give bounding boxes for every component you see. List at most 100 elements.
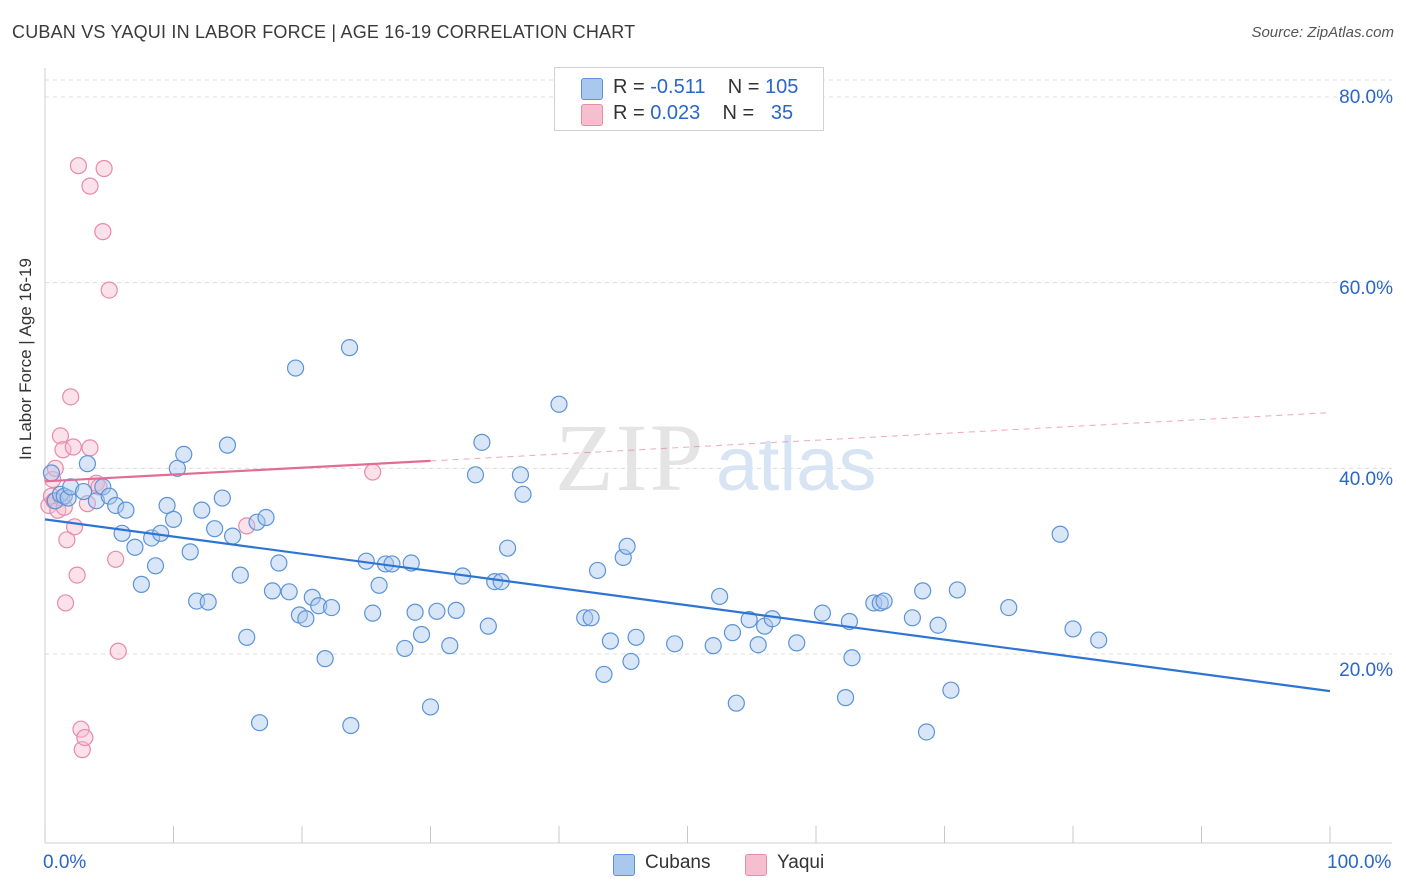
legend-text-yaqui: R = 0.023 N = 35 — [613, 102, 794, 124]
y-tick-20: 20.0% — [1339, 660, 1393, 681]
cuban-point — [595, 665, 613, 684]
yaqui-point — [109, 642, 127, 660]
cuban-point — [917, 723, 936, 741]
yaqui-point — [58, 531, 76, 549]
cuban-point — [78, 455, 97, 473]
yaqui-point — [95, 159, 113, 178]
yaqui-point — [68, 566, 86, 584]
y-tick-60: 60.0% — [1339, 278, 1393, 299]
cuban-point — [588, 561, 607, 580]
cuban-point — [514, 485, 532, 503]
chart-title: CUBAN VS YAQUI IN LABOR FORCE | AGE 16-1… — [12, 22, 636, 42]
cubans-legend-swatch — [613, 854, 635, 876]
correlation-legend: R = -0.511 N = 105 R = 0.023 N = 35 — [554, 67, 824, 131]
cuban-point — [576, 609, 594, 627]
cuban-point — [132, 575, 150, 593]
cuban-point — [146, 557, 165, 575]
cuban-point — [1051, 525, 1069, 543]
y-tick-80: 80.0% — [1339, 87, 1393, 108]
cuban-point — [942, 681, 960, 699]
cuban-point — [666, 635, 684, 653]
cuban-point — [342, 716, 360, 735]
cuban-point — [340, 339, 359, 357]
x-tick-min: 0.0% — [43, 852, 87, 873]
cuban-point — [704, 637, 722, 655]
cuban-point — [618, 537, 636, 555]
cuban-point — [948, 581, 966, 599]
cubans-legend-label: Cubans — [645, 852, 711, 873]
cuban-point — [87, 492, 106, 510]
yaqui-point — [56, 594, 75, 612]
cuban-point — [250, 714, 269, 732]
yaqui-point — [364, 463, 382, 481]
cuban-point — [364, 604, 382, 622]
cuban-point — [213, 489, 231, 507]
cuban-point — [1064, 620, 1082, 638]
yaqui-point — [51, 427, 70, 445]
cubans-swatch — [581, 78, 603, 100]
cuban-point — [158, 496, 176, 515]
cuban-point — [479, 617, 497, 635]
yaqui-swatch — [581, 104, 603, 126]
cuban-point — [280, 583, 298, 601]
cuban-point — [473, 433, 491, 451]
cuban-point — [117, 501, 135, 519]
cuban-point — [286, 359, 305, 377]
cuban-point — [550, 395, 568, 413]
cuban-point — [59, 489, 77, 507]
cuban-point — [175, 445, 193, 464]
source-label: Source: ZipAtlas.com — [1251, 24, 1394, 41]
cuban-point — [322, 598, 341, 617]
cuban-point — [813, 604, 832, 622]
cubans-trend-line — [44, 518, 1331, 693]
cuban-point — [836, 689, 855, 707]
cuban-point — [914, 582, 932, 600]
yaqui-point — [107, 550, 125, 568]
cuban-point — [257, 508, 275, 527]
cuban-point — [582, 609, 600, 627]
cuban-point — [113, 524, 131, 542]
yaqui-point — [64, 438, 82, 456]
cuban-point — [193, 501, 211, 519]
cuban-point — [929, 616, 947, 634]
yaqui-point — [238, 517, 256, 535]
cuban-point — [224, 527, 242, 545]
yaqui-trend-line — [44, 459, 431, 483]
cuban-point — [168, 459, 186, 477]
cuban-point — [511, 466, 530, 484]
cuban-point — [466, 466, 485, 484]
watermark-atlas: atlas — [716, 422, 877, 507]
yaqui-legend-swatch — [745, 854, 767, 876]
cuban-point — [843, 649, 861, 667]
cuban-point — [740, 611, 758, 629]
y-tick-40: 40.0% — [1339, 469, 1393, 490]
cuban-point — [316, 650, 334, 668]
yaqui-point — [54, 441, 72, 459]
cuban-point — [601, 632, 620, 650]
axes — [44, 68, 1392, 844]
cuban-point — [749, 636, 767, 654]
cuban-point — [248, 513, 266, 531]
cuban-point — [396, 639, 414, 658]
cuban-point — [270, 554, 288, 572]
cuban-point — [263, 582, 282, 600]
yaqui-point — [100, 281, 118, 299]
yaqui-point — [62, 388, 80, 406]
cuban-point — [763, 610, 781, 628]
cuban-point — [1000, 598, 1018, 617]
cuban-point — [875, 592, 893, 610]
trend-lines — [44, 412, 1331, 693]
cuban-point — [727, 694, 745, 712]
cuban-point — [1090, 631, 1108, 649]
yaqui-legend-label: Yaqui — [777, 852, 825, 873]
cuban-points — [42, 339, 1108, 741]
cuban-point — [441, 637, 459, 655]
cuban-point — [723, 624, 742, 642]
cuban-point — [74, 482, 93, 501]
cuban-point — [447, 601, 465, 619]
cuban-point — [614, 548, 632, 567]
yaqui-point — [76, 728, 94, 747]
cuban-point — [627, 628, 645, 646]
cuban-point — [42, 464, 61, 482]
